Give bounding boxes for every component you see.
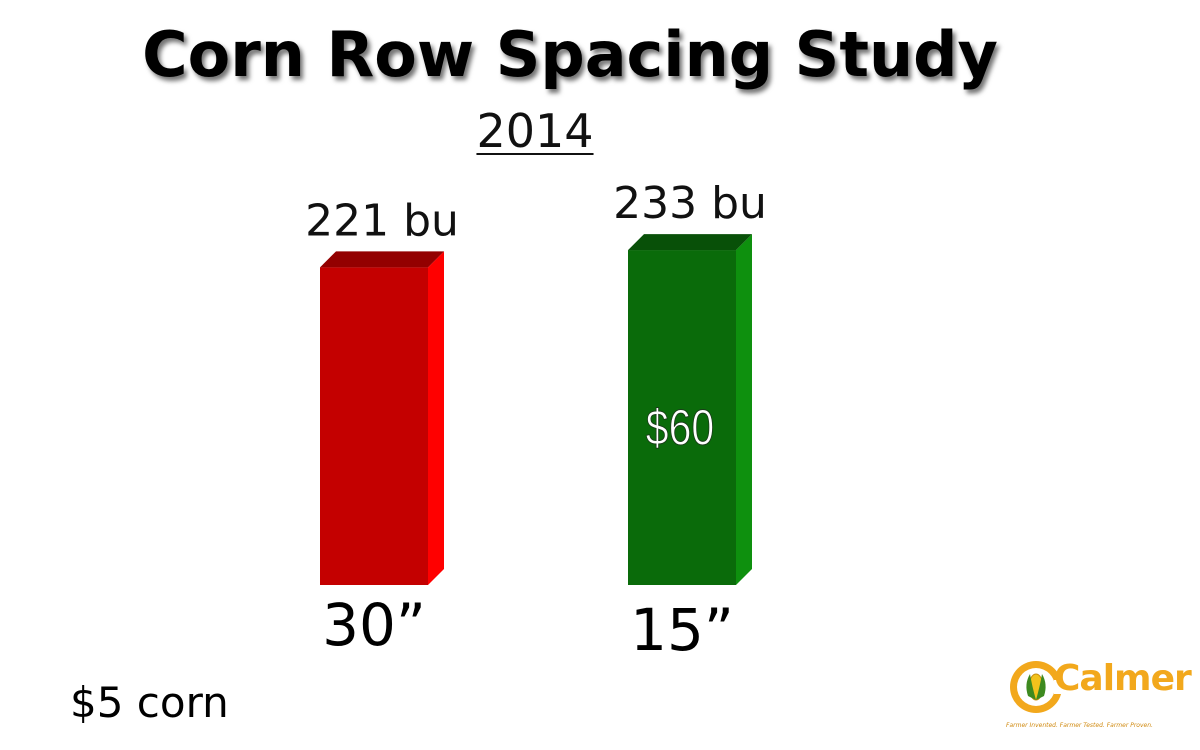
calmer-logo: Calmer Farmer Invented. Farmer Tested. F… [1006,652,1192,742]
bar-annotation: $60 [646,399,714,455]
chart-subtitle: 2014 [476,104,594,158]
logo-tagline: Farmer Invented. Farmer Tested. Farmer P… [1006,722,1153,729]
logo-wordmark: Calmer [1054,658,1192,699]
category-label-1: 15” [630,596,734,664]
bar-1 [628,250,736,585]
price-footnote: $5 corn [70,678,229,727]
bar-side-1 [736,234,752,585]
bar-top-1 [628,234,752,251]
chart-title: Corn Row Spacing Study [142,18,998,91]
bar-top-0 [320,251,444,268]
bar-0 [320,267,428,585]
category-label-0: 30” [322,591,426,659]
value-label-1: 233 bu [613,178,767,229]
value-label-0: 221 bu [305,195,459,246]
bar-side-0 [428,251,444,585]
